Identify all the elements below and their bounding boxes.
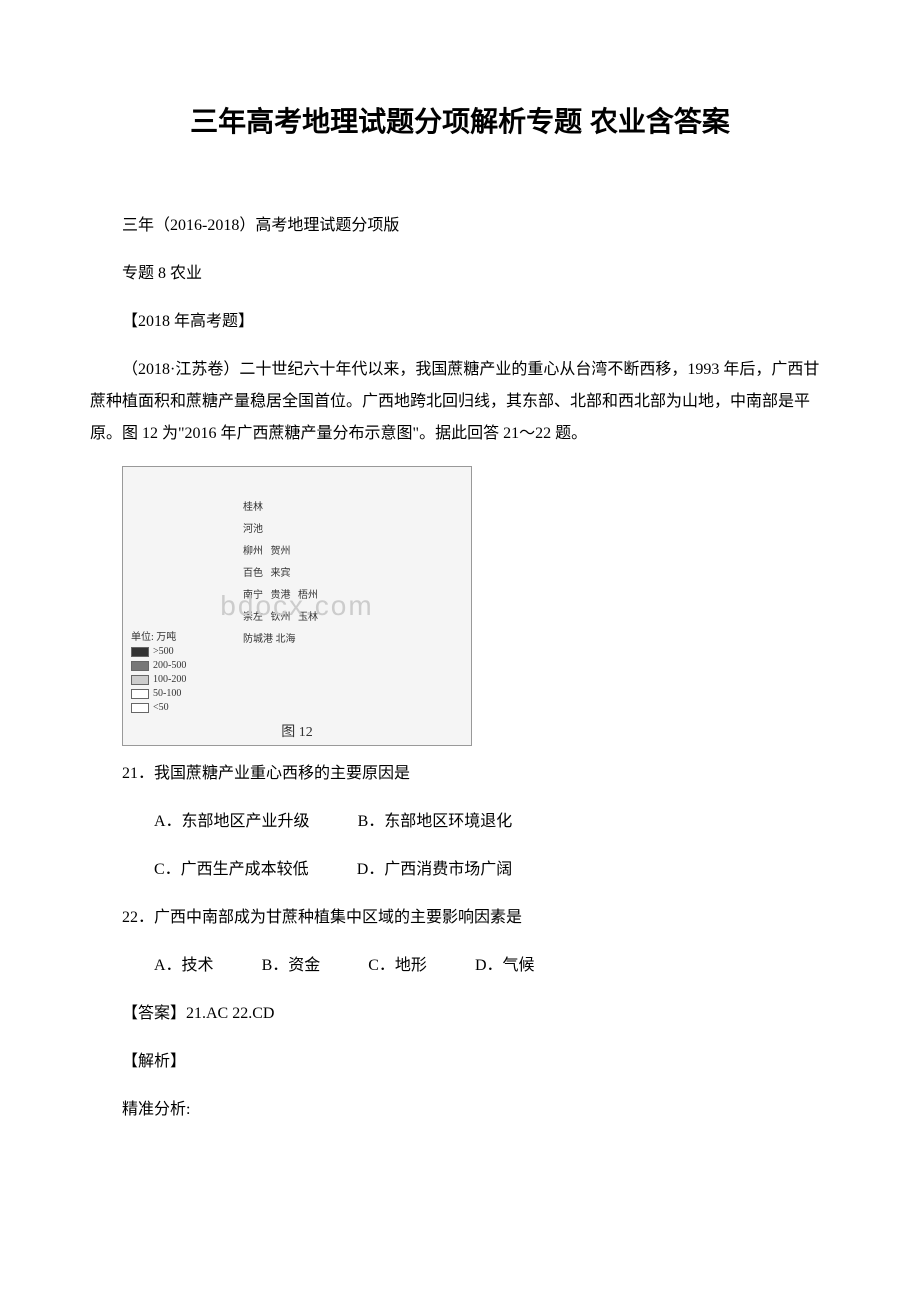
q21-option-b: B．东部地区环境退化	[326, 806, 513, 838]
q21-stem: 21．我国蔗糖产业重心西移的主要原因是	[90, 758, 830, 790]
figure-map: 桂林 河池 柳州 贺州 百色 来宾 南宁 贵港 梧州 崇左 钦州 玉林 防城港 …	[122, 466, 472, 746]
legend-label: 100-200	[153, 673, 186, 687]
legend-swatch	[131, 675, 149, 685]
q22-option-a: A．技术	[122, 950, 214, 982]
intro-line-2: 专题 8 农业	[90, 258, 830, 290]
q22-option-c: C．地形	[336, 950, 427, 982]
legend-row: 200-500	[131, 659, 186, 673]
q21-options-ab: A．东部地区产业升级 B．东部地区环境退化	[90, 806, 830, 838]
legend-swatch	[131, 689, 149, 699]
legend-row: <50	[131, 701, 186, 715]
q22-options: A．技术 B．资金 C．地形 D．气候	[90, 950, 830, 982]
q21-option-c: C．广西生产成本较低	[122, 854, 309, 886]
legend-swatch	[131, 703, 149, 713]
map-city-labels: 桂林 河池 柳州 贺州 百色 来宾 南宁 贵港 梧州 崇左 钦州 玉林 防城港 …	[243, 497, 318, 651]
legend-title: 单位: 万吨	[131, 631, 186, 645]
map-legend: 单位: 万吨 >500 200-500 100-200 50-100 <50	[131, 631, 186, 715]
legend-label: >500	[153, 645, 174, 659]
legend-swatch	[131, 661, 149, 671]
intro-line-3: 【2018 年高考题】	[90, 306, 830, 338]
figure-caption: 图 12	[281, 721, 313, 741]
analysis-sub: 精准分析:	[90, 1094, 830, 1126]
legend-row: 100-200	[131, 673, 186, 687]
analysis-label: 【解析】	[90, 1046, 830, 1078]
q22-option-b: B．资金	[230, 950, 321, 982]
answer-line: 【答案】21.AC 22.CD	[90, 998, 830, 1030]
passage-text: （2018·江苏卷）二十世纪六十年代以来，我国蔗糖产业的重心从台湾不断西移，19…	[90, 354, 830, 450]
q21-options-cd: C．广西生产成本较低 D．广西消费市场广阔	[90, 854, 830, 886]
legend-label: 200-500	[153, 659, 186, 673]
legend-row: >500	[131, 645, 186, 659]
legend-swatch	[131, 647, 149, 657]
intro-line-1: 三年（2016-2018）高考地理试题分项版	[90, 210, 830, 242]
q22-stem: 22．广西中南部成为甘蔗种植集中区域的主要影响因素是	[90, 902, 830, 934]
page-title: 三年高考地理试题分项解析专题 农业含答案	[90, 100, 830, 140]
q21-option-d: D．广西消费市场广阔	[325, 854, 513, 886]
q22-option-d: D．气候	[443, 950, 535, 982]
legend-label: <50	[153, 701, 169, 715]
legend-label: 50-100	[153, 687, 181, 701]
legend-row: 50-100	[131, 687, 186, 701]
q21-option-a: A．东部地区产业升级	[122, 806, 310, 838]
